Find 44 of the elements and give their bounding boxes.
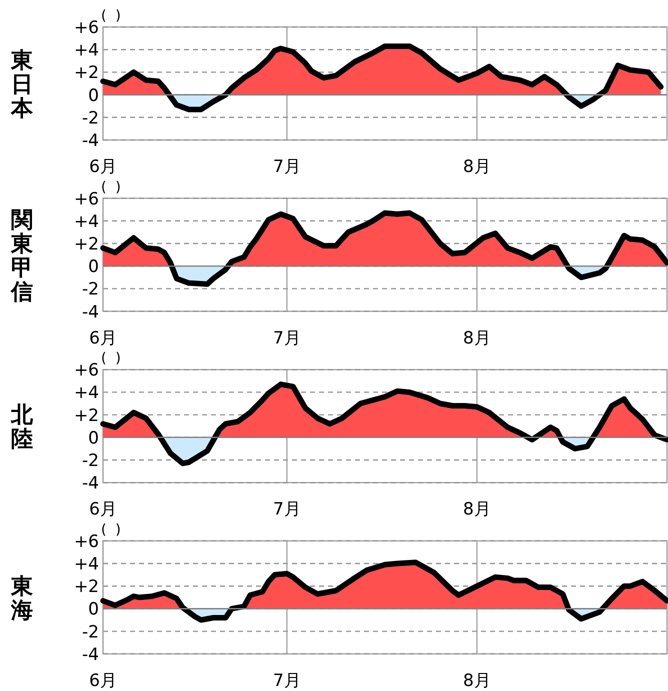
y-tick-label: -4 xyxy=(82,474,99,494)
y-axis-title: ( ) xyxy=(101,8,121,24)
x-tick-label: 8月 xyxy=(463,670,491,691)
y-axis-title: ( ) xyxy=(101,350,121,367)
y-tick-label: -2 xyxy=(82,451,99,471)
y-tick-label: -4 xyxy=(82,644,99,665)
y-tick-label: +6 xyxy=(74,189,99,210)
y-tick-label: +6 xyxy=(74,360,99,381)
y-tick-label: +6 xyxy=(74,532,99,552)
y-tick-label: -4 xyxy=(82,302,99,322)
y-tick-label: +4 xyxy=(74,554,99,574)
x-tick-label: 7月 xyxy=(273,157,301,177)
y-tick-label: +2 xyxy=(74,406,99,426)
text: 関東甲信 xyxy=(10,208,33,305)
y-tick-label: 0 xyxy=(88,257,99,278)
x-tick-label: 7月 xyxy=(273,670,301,691)
x-tick-label: 6月 xyxy=(89,157,117,177)
y-tick-label: +6 xyxy=(74,18,99,38)
y-tick-label: +4 xyxy=(74,383,99,404)
y-tick-label: 0 xyxy=(88,86,99,106)
x-tick-label: 6月 xyxy=(89,670,117,691)
text: 北陸 xyxy=(10,403,34,452)
text: 東日本 xyxy=(10,48,34,122)
text: 東海 xyxy=(10,574,33,624)
y-tick-label: +2 xyxy=(74,63,99,84)
y-tick-label: +2 xyxy=(74,234,99,254)
x-tick-label: 8月 xyxy=(463,157,491,177)
x-tick-label: 8月 xyxy=(463,500,491,520)
y-tick-label: +2 xyxy=(74,577,99,598)
y-axis-title: ( ) xyxy=(101,179,121,196)
y-axis-title: ( ) xyxy=(101,522,121,538)
y-tick-label: -2 xyxy=(82,280,99,300)
x-tick-label: 7月 xyxy=(273,328,301,348)
y-tick-label: +4 xyxy=(74,40,99,61)
y-tick-label: -2 xyxy=(82,108,99,128)
x-tick-label: 8月 xyxy=(463,328,491,348)
x-tick-label: 7月 xyxy=(273,500,301,520)
x-tick-label: 6月 xyxy=(89,328,117,348)
x-tick-label: 6月 xyxy=(89,500,117,520)
y-tick-label: -4 xyxy=(82,131,99,151)
y-tick-label: +4 xyxy=(74,212,99,232)
y-tick-label: -2 xyxy=(82,622,99,642)
y-tick-label: 0 xyxy=(88,600,99,620)
y-tick-label: 0 xyxy=(88,428,99,448)
